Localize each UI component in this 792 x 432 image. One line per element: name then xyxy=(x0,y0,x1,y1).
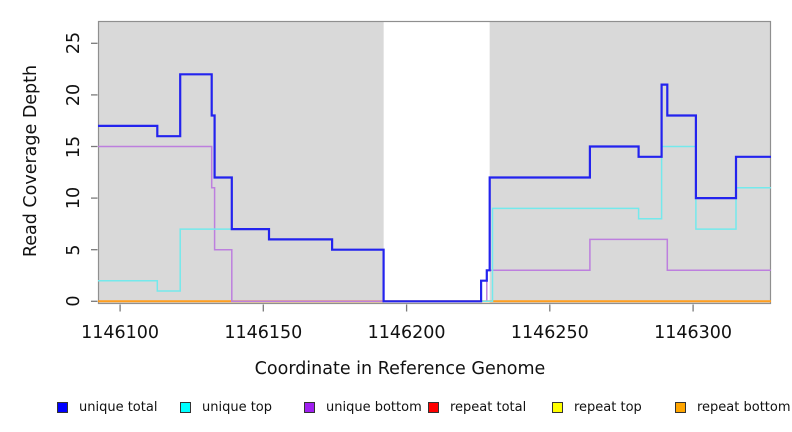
legend-item-repeat-bottom: repeat bottom xyxy=(675,400,791,415)
legend-swatch-unique-top xyxy=(180,402,191,413)
legend-item-unique-top: unique top xyxy=(180,400,272,415)
legend-item-unique-total: unique total xyxy=(57,400,157,415)
legend-item-unique-bottom: unique bottom xyxy=(304,400,422,415)
y-axis-title: Read Coverage Depth xyxy=(21,64,41,258)
legend-label: unique bottom xyxy=(326,400,422,415)
series-unique-bottom-line xyxy=(98,145,771,303)
y-tick-label: 5 xyxy=(64,244,84,256)
legend-swatch-unique-bottom xyxy=(304,402,315,413)
legend-label: repeat top xyxy=(574,400,642,415)
series-unique-total-line xyxy=(98,73,771,303)
y-tick-label: 10 xyxy=(64,186,84,210)
y-tick-label: 15 xyxy=(64,135,84,158)
x-tick-label: 1146300 xyxy=(654,323,733,343)
no-data-gap xyxy=(383,21,490,304)
legend-label: unique top xyxy=(202,400,273,415)
plot-frame xyxy=(97,20,772,305)
legend-label: unique total xyxy=(79,400,158,415)
y-tick-label: 0 xyxy=(64,295,84,307)
legend-swatch-unique-total xyxy=(57,402,68,413)
legend-swatch-repeat-bottom xyxy=(675,402,686,413)
legend-swatch-repeat-total xyxy=(428,402,439,413)
legend-label: repeat bottom xyxy=(697,400,791,415)
x-tick-label: 1146150 xyxy=(224,323,303,343)
legend-swatch-repeat-top xyxy=(552,402,563,413)
legend-item-repeat-top: repeat top xyxy=(552,400,642,415)
x-tick-label: 1146200 xyxy=(367,323,446,343)
legend-item-repeat-total: repeat total xyxy=(428,400,526,415)
x-tick-label: 1146250 xyxy=(510,323,589,343)
y-tick-label: 25 xyxy=(64,32,84,55)
y-tick-label: 20 xyxy=(64,83,84,107)
legend-label: repeat total xyxy=(450,400,527,415)
x-axis-title: Coordinate in Reference Genome xyxy=(254,359,546,379)
x-tick-label: 1146100 xyxy=(81,323,160,343)
